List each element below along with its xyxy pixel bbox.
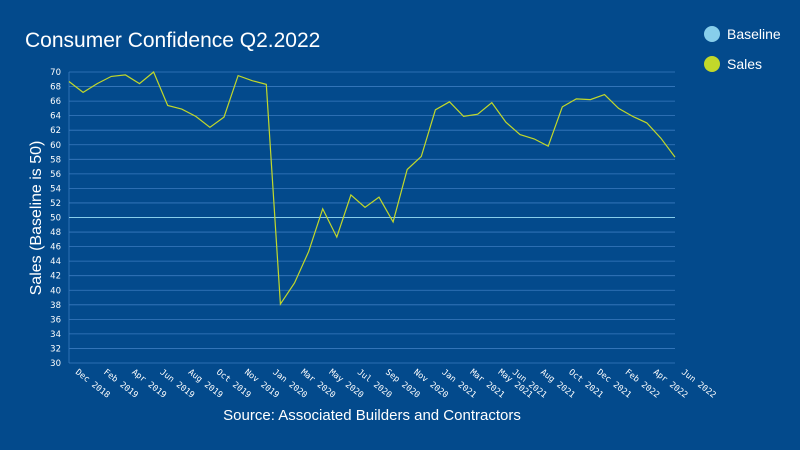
legend-item-sales[interactable]: Sales bbox=[704, 56, 762, 72]
y-tick-label: 46 bbox=[50, 243, 61, 253]
y-tick-label: 56 bbox=[50, 170, 61, 180]
y-tick-label: 52 bbox=[50, 199, 61, 209]
legend-label: Baseline bbox=[727, 26, 781, 42]
chart-source: Source: Associated Builders and Contract… bbox=[223, 407, 521, 424]
y-tick-label: 54 bbox=[50, 184, 61, 194]
y-tick-label: 36 bbox=[50, 315, 61, 325]
y-tick-label: 48 bbox=[50, 228, 61, 238]
y-tick-label: 34 bbox=[50, 330, 61, 340]
legend-item-baseline[interactable]: Baseline bbox=[704, 26, 781, 42]
y-tick-label: 70 bbox=[50, 68, 61, 78]
y-tick-label: 44 bbox=[50, 257, 61, 267]
y-tick-label: 32 bbox=[50, 344, 61, 354]
y-tick-label: 42 bbox=[50, 272, 61, 282]
legend-label: Sales bbox=[727, 56, 762, 72]
series-line-sales bbox=[68, 71, 676, 306]
y-tick-label: 40 bbox=[50, 286, 61, 296]
series-layer bbox=[68, 71, 676, 306]
y-tick-label: 64 bbox=[50, 112, 61, 122]
y-tick-label: 68 bbox=[50, 83, 61, 93]
y-tick-label: 38 bbox=[50, 301, 61, 311]
legend-marker bbox=[704, 56, 720, 72]
y-tick-label: 50 bbox=[50, 214, 61, 224]
y-tick-label: 30 bbox=[50, 359, 61, 369]
legend-marker bbox=[704, 26, 720, 42]
y-tick-label: 62 bbox=[50, 126, 61, 136]
y-tick-label: 60 bbox=[50, 141, 61, 151]
legend: Baseline Sales bbox=[704, 26, 781, 72]
chart-title: Consumer Confidence Q2.2022 bbox=[25, 29, 320, 52]
y-tick-labels: 30 32 34 36 38 40 42 44 46 48 50 52 54 56 58 60 62 64 66 68… bbox=[50, 68, 61, 369]
y-tick-label: 58 bbox=[50, 155, 61, 165]
y-tick-label: 66 bbox=[50, 97, 61, 107]
y-axis-label: Sales (Baseline is 50) bbox=[28, 141, 45, 296]
